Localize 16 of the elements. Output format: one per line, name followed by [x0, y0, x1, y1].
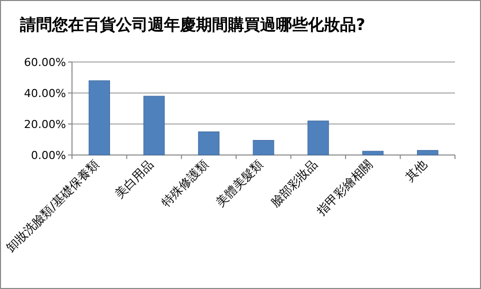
bar [252, 140, 274, 156]
y-tick-label: 40.00% [24, 87, 66, 100]
y-tick-label: 60.00% [24, 56, 66, 69]
bar [308, 120, 329, 156]
bar [198, 132, 220, 156]
x-tick-label: 特殊修護類 [158, 157, 211, 210]
bar [143, 96, 165, 156]
x-tick-label: 美體美髮類 [213, 157, 266, 210]
x-tick-label: 其他 [402, 157, 430, 184]
chart-title: 請問您在百貨公司週年慶期間購買過哪些化妝品? [19, 15, 366, 34]
bar [88, 80, 110, 156]
x-tick-label: 美白用品 [112, 157, 156, 202]
bar [362, 150, 384, 156]
y-tick-label: 0.00% [31, 149, 66, 162]
y-tick-label: 20.00% [24, 118, 66, 131]
bar [416, 150, 438, 156]
